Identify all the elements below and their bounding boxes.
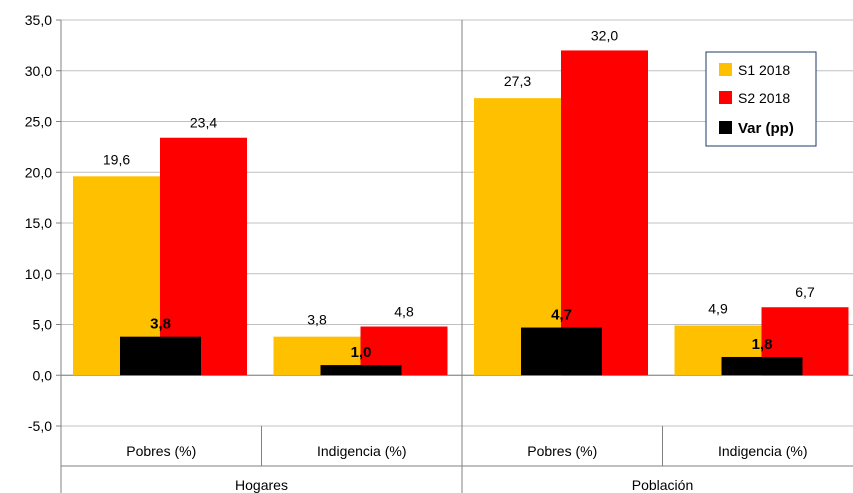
data-label-var-pp: 3,8 [150, 316, 171, 333]
category-label: Indigencia (%) [317, 443, 407, 459]
data-label-s1-2018: 27,3 [504, 73, 531, 89]
y-tick-label: -5,0 [28, 418, 52, 434]
group-label: Población [632, 477, 694, 493]
data-label-var-pp: 4,7 [551, 307, 572, 324]
category-label: Pobres (%) [126, 443, 196, 459]
bar-s2-2018 [160, 137, 247, 376]
category-label: Pobres (%) [527, 443, 597, 459]
y-tick-label: 15,0 [25, 215, 52, 231]
y-tick-label: 0,0 [33, 367, 53, 383]
y-tick-label: 25,0 [25, 114, 52, 130]
data-label-s2-2018: 4,8 [394, 304, 414, 320]
legend-label: S1 2018 [738, 62, 790, 78]
legend-swatch [719, 91, 732, 104]
data-label-s2-2018: 23,4 [190, 115, 217, 131]
data-label-s1-2018: 19,6 [103, 151, 130, 167]
y-tick-label: 5,0 [33, 317, 53, 333]
data-label-var-pp: 1,8 [752, 336, 773, 353]
legend-swatch [719, 63, 732, 76]
data-label-s1-2018: 4,9 [708, 301, 728, 317]
bar-var-pp [521, 327, 602, 376]
data-label-s2-2018: 6,7 [795, 284, 815, 300]
category-label: Indigencia (%) [718, 443, 808, 459]
bar-var-pp [120, 336, 201, 376]
legend-swatch [719, 121, 732, 134]
y-tick-label: 10,0 [25, 266, 52, 282]
bar-s2-2018 [561, 50, 648, 376]
bar-var-pp [320, 365, 402, 376]
data-label-var-pp: 1,0 [351, 344, 372, 361]
group-label: Hogares [235, 477, 288, 493]
bar-var-pp [721, 356, 803, 376]
y-tick-label: 30,0 [25, 63, 52, 79]
data-label-s1-2018: 3,8 [307, 312, 327, 328]
y-tick-label: 35,0 [25, 12, 52, 28]
data-label-s2-2018: 32,0 [591, 27, 618, 43]
y-tick-label: 20,0 [25, 164, 52, 180]
legend-label: S2 2018 [738, 90, 790, 106]
legend-label: Var (pp) [738, 120, 794, 137]
